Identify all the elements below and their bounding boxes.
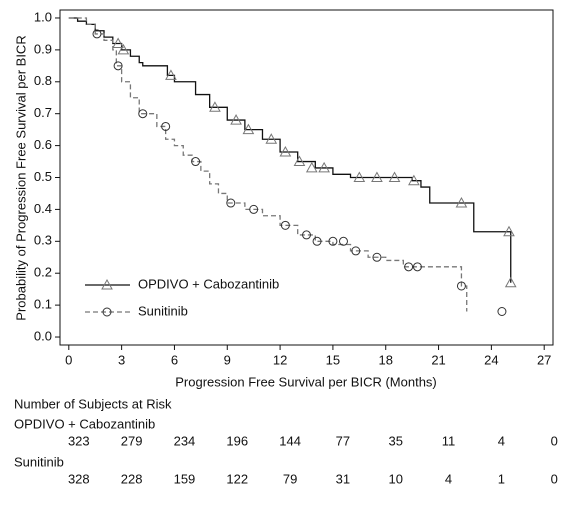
y-tick-label: 0.9 (34, 41, 52, 56)
censor-mark (338, 236, 348, 246)
censor-mark (318, 161, 330, 173)
y-tick-label: 0.1 (34, 297, 52, 312)
censor-mark (456, 281, 466, 291)
risk-group-label: Sunitinib (14, 454, 64, 469)
x-tick-label: 27 (537, 352, 551, 367)
censor-mark (112, 37, 124, 48)
risk-count: 1 (498, 471, 505, 486)
censor-mark (404, 262, 414, 272)
legend-marker (101, 278, 113, 290)
risk-group-label: OPDIVO + Cabozantinib (14, 416, 155, 431)
censor-mark (230, 114, 242, 125)
censor-mark (497, 307, 507, 316)
risk-count: 228 (121, 471, 143, 486)
censor-mark (226, 198, 236, 208)
censor-mark (312, 236, 322, 246)
risk-count: 159 (174, 471, 196, 486)
censor-mark (412, 262, 422, 272)
risk-count: 328 (68, 471, 90, 486)
plot-frame (59, 9, 554, 346)
censor-mark (455, 196, 468, 208)
x-tick-label: 21 (431, 352, 445, 367)
censor-mark (388, 171, 401, 182)
censor-mark (191, 157, 201, 167)
risk-count: 323 (68, 433, 90, 448)
censor-mark (117, 43, 130, 55)
x-tick-label: 0 (65, 352, 72, 367)
risk-table-title: Number of Subjects at Risk (14, 396, 172, 411)
censor-mark (92, 29, 102, 39)
censor-mark (302, 230, 311, 240)
censor-mark (113, 61, 123, 71)
y-tick-label: 0.7 (34, 105, 52, 120)
censor-mark (165, 69, 177, 80)
risk-count: 10 (388, 471, 402, 486)
survival-curve (68, 17, 468, 312)
censor-mark (138, 109, 148, 119)
legend-marker (102, 307, 112, 317)
censor-mark (242, 123, 255, 135)
legend-label: OPDIVO + Cabozantinib (138, 276, 279, 291)
censor-mark (161, 121, 171, 131)
censor-mark (351, 246, 361, 256)
risk-count: 4 (498, 433, 505, 448)
censor-mark (293, 155, 306, 167)
risk-count: 279 (121, 433, 143, 448)
risk-count: 11 (442, 433, 456, 448)
y-tick-label: 0.5 (34, 169, 52, 184)
risk-count: 234 (174, 433, 196, 448)
risk-count: 31 (336, 471, 350, 486)
censor-mark (503, 225, 515, 237)
x-tick-label: 6 (171, 352, 178, 367)
censor-mark (408, 174, 420, 186)
y-tick-label: 0.2 (34, 265, 52, 280)
risk-count: 196 (226, 433, 248, 448)
x-axis-label: Progression Free Survival per BICR (Mont… (175, 374, 437, 389)
y-tick-label: 0.3 (34, 233, 52, 248)
x-tick-label: 15 (326, 352, 340, 367)
censor-mark (305, 161, 318, 173)
censor-mark (280, 220, 290, 230)
legend-label: Sunitinib (138, 303, 188, 318)
x-tick-label: 12 (273, 352, 287, 367)
risk-count: 122 (226, 471, 248, 486)
y-tick-label: 1.0 (34, 9, 52, 24)
censor-mark (265, 133, 278, 144)
risk-count: 0 (551, 471, 558, 486)
risk-count: 79 (283, 471, 297, 486)
censor-mark (279, 145, 292, 157)
censor-mark (353, 171, 366, 182)
censor-mark (372, 252, 382, 262)
x-tick-label: 3 (118, 352, 125, 367)
censor-mark (504, 276, 517, 288)
censor-mark (328, 236, 338, 246)
y-tick-label: 0.0 (34, 328, 52, 343)
risk-count: 0 (551, 433, 558, 448)
risk-count: 144 (279, 433, 301, 448)
y-tick-label: 0.6 (34, 137, 52, 152)
survival-curve (68, 17, 512, 283)
y-axis-label: Probability of Progression Free Survival… (13, 35, 28, 320)
x-tick-label: 18 (378, 352, 392, 367)
risk-count: 35 (388, 433, 402, 448)
x-tick-label: 9 (224, 352, 231, 367)
y-tick-label: 0.8 (34, 73, 52, 88)
risk-count: 77 (336, 433, 350, 448)
censor-mark (371, 171, 383, 182)
censor-mark (209, 101, 221, 112)
y-tick-label: 0.4 (34, 201, 52, 216)
x-tick-label: 24 (484, 352, 498, 367)
censor-mark (249, 204, 259, 214)
risk-count: 4 (445, 471, 452, 486)
